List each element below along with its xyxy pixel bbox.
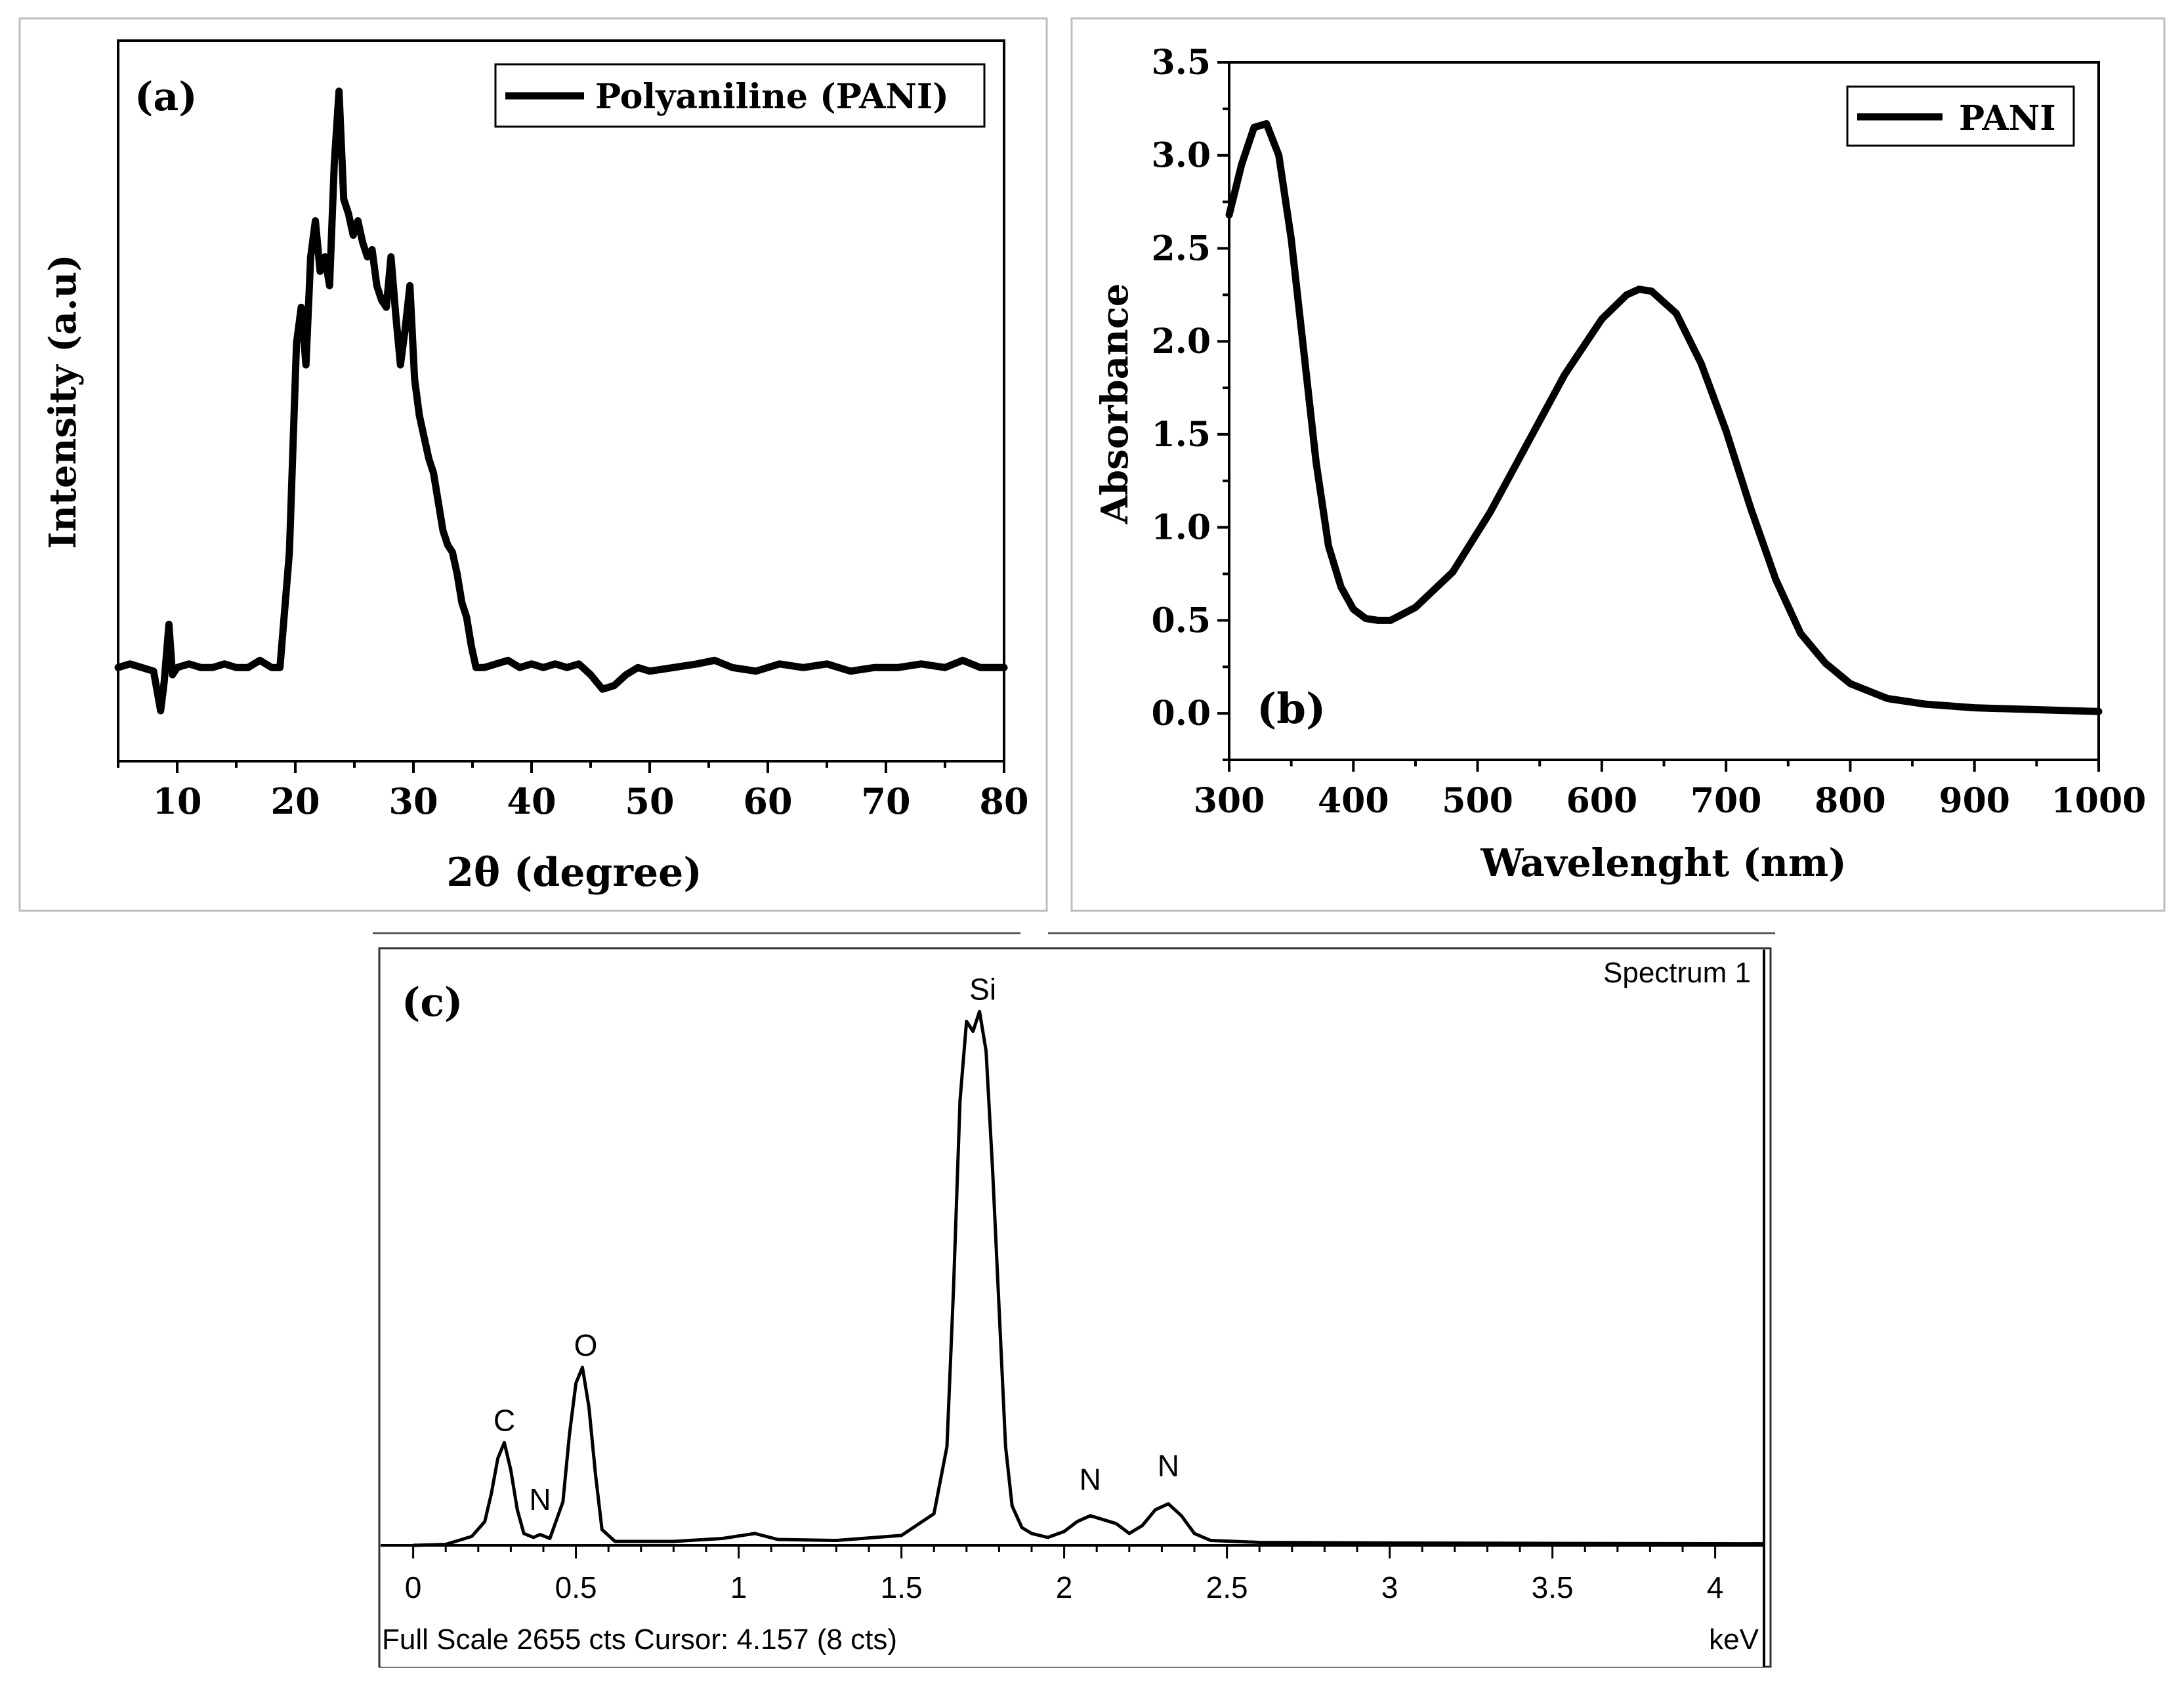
x-tick-label-a: 60: [743, 780, 792, 822]
plot-area-b: [1228, 61, 2100, 761]
x-tick-label-c: 2.5: [1206, 1570, 1248, 1604]
panel-a-frame: [18, 17, 1048, 912]
panel-b: 300 400 500 600 700 800 900 1000 0.0 0.5 1.0 1.5 2.0…: [1093, 43, 2146, 885]
x-tick-label-a: 70: [861, 780, 910, 822]
x-tick-label-c: 3.5: [1532, 1570, 1574, 1604]
x-tick-label-a: 40: [507, 780, 556, 822]
x-tick-label-c: 4: [1707, 1570, 1724, 1604]
x-tick-label-a: 30: [388, 780, 438, 822]
x-axis-label-b: Wavelenght (nm): [1480, 841, 1847, 885]
x-tick-label-a: 80: [979, 780, 1028, 822]
peak-label-si: Si: [969, 972, 996, 1006]
x-axis-label-a: 2θ (degree): [446, 850, 702, 896]
legend-label-a: Polyaniline (PANI): [595, 77, 949, 117]
y-tick-label-b: 2.5: [1152, 228, 1211, 268]
x-tick-label-b: 800: [1815, 781, 1886, 821]
plot-bg-c: [381, 950, 1764, 1667]
x-tick-label-b: 900: [1939, 781, 2010, 821]
panel-label-a: (a): [135, 74, 198, 120]
x-tick-label-c: 2: [1056, 1570, 1073, 1604]
peak-label-c: C: [494, 1403, 515, 1437]
panel-c: 0 0.5 1 1.5 2 2.5 3 3.5 4 C N O Si N N (c) Spectrum 1…: [381, 950, 1765, 1667]
x-tick-label-b: 400: [1318, 781, 1389, 821]
y-tick-label-b: 0.5: [1152, 600, 1211, 640]
y-axis-label-a: Intensity (a.u): [41, 254, 85, 549]
x-tick-label-c: 1: [730, 1570, 747, 1604]
series-line-pani-xrd: [114, 87, 1008, 715]
x-tick-label-b: 300: [1194, 781, 1265, 821]
spectrum-title: Spectrum 1: [1603, 957, 1751, 989]
x-tick-label-a: 50: [625, 780, 674, 822]
y-tick-label-b: 3.0: [1152, 136, 1211, 176]
x-tick-label-b: 1000: [2051, 781, 2147, 821]
panel-a: 10 20 30 40 50 60 70 80 (a) Polyaniline (PANI) …: [41, 39, 1029, 896]
panel-b-frame: [1070, 17, 2166, 912]
series-line-pani-uvvis: [1225, 120, 2103, 715]
peak-label-n: N: [1080, 1463, 1101, 1497]
y-tick-label-b: 1.5: [1152, 415, 1211, 455]
x-tick-label-a: 20: [270, 780, 320, 822]
plot-area-a: [117, 39, 1005, 763]
x-tick-label-b: 600: [1566, 781, 1638, 821]
y-tick-label-b: 1.0: [1152, 508, 1211, 548]
series-line-eds-spectrum: [413, 1009, 1765, 1547]
x-tick-label-c: 0.5: [555, 1570, 597, 1604]
full-scale-readout: Full Scale 2655 cts Cursor: 4.157 (8 cts…: [382, 1623, 897, 1656]
peak-label-o: O: [574, 1328, 598, 1362]
peak-label-n: N: [529, 1482, 551, 1516]
panel-label-c: (c): [402, 980, 463, 1026]
legend-label-b: PANI: [1959, 98, 2056, 138]
panel-label-b: (b): [1257, 684, 1326, 734]
x-tick-label-c: 3: [1381, 1570, 1398, 1604]
peak-label-n: N: [1158, 1449, 1179, 1483]
y-tick-label-b: 2.0: [1152, 322, 1211, 362]
x-tick-label-c: 1.5: [881, 1570, 923, 1604]
x-tick-label-c: 0: [405, 1570, 422, 1604]
x-tick-label-b: 700: [1690, 781, 1762, 821]
y-axis-label-b: Absorbance: [1093, 283, 1137, 525]
x-axis-unit-c: keV: [1709, 1623, 1759, 1656]
y-tick-label-b: 0.0: [1152, 694, 1211, 734]
y-tick-label-b: 3.5: [1152, 43, 1211, 83]
x-tick-label-b: 500: [1442, 781, 1513, 821]
x-tick-label-a: 10: [152, 780, 201, 822]
